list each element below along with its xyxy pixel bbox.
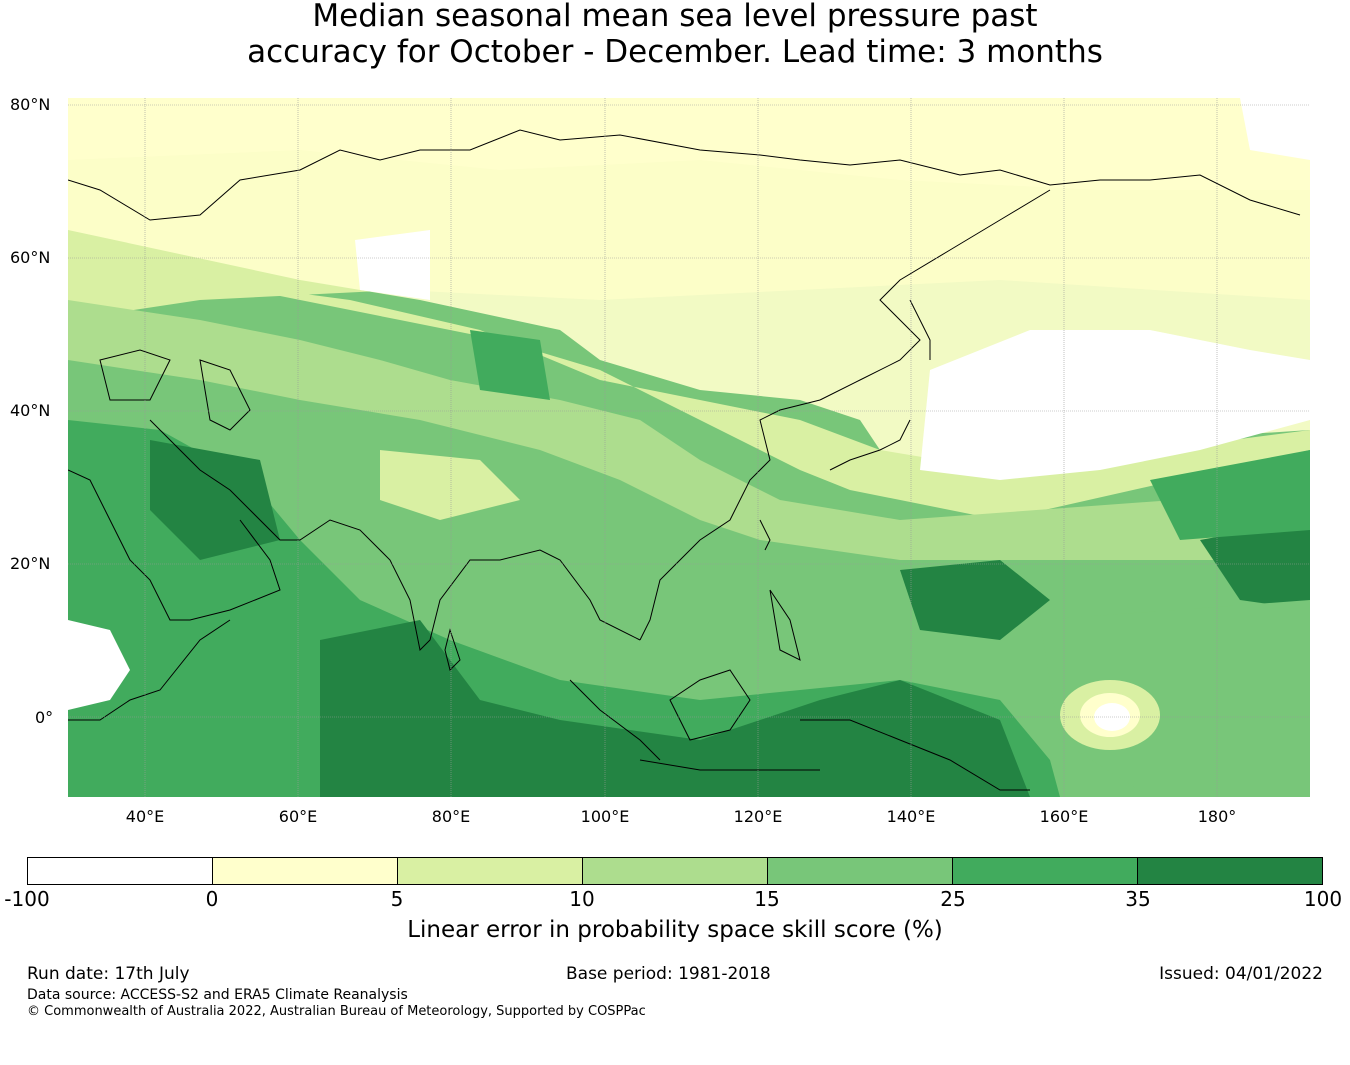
colorbar-tick: 0 bbox=[205, 887, 219, 911]
colorbar-tick: 35 bbox=[1125, 887, 1151, 911]
colorbar-tick: 5 bbox=[390, 887, 404, 911]
lat-label-40n: 40°N bbox=[10, 401, 51, 420]
lon-label-100e: 100°E bbox=[580, 807, 630, 826]
colorbar-segment bbox=[398, 858, 583, 884]
lon-label-40e: 40°E bbox=[125, 807, 165, 826]
graticule bbox=[68, 98, 1310, 797]
issued-date: Issued: 04/01/2022 bbox=[1159, 964, 1323, 984]
data-source: Data source: ACCESS-S2 and ERA5 Climate … bbox=[27, 987, 408, 1003]
colorbar-segment bbox=[213, 858, 398, 884]
colorbar-segment bbox=[1138, 858, 1322, 884]
lat-label-60n: 60°N bbox=[10, 248, 51, 267]
lon-label-60e: 60°E bbox=[278, 807, 318, 826]
colorbar-tick: 25 bbox=[940, 887, 966, 911]
map-area bbox=[68, 98, 1310, 797]
run-date: Run date: 17th July bbox=[27, 964, 190, 984]
lon-label-80e: 80°E bbox=[431, 807, 471, 826]
colorbar-tick: -100 bbox=[4, 887, 50, 911]
lat-label-0: 0° bbox=[35, 708, 54, 727]
skill-score-map bbox=[68, 98, 1310, 797]
lon-label-160e: 160°E bbox=[1039, 807, 1089, 826]
colorbar bbox=[27, 857, 1323, 885]
lat-label-80n: 80°N bbox=[10, 95, 51, 114]
coastlines bbox=[68, 129, 1301, 791]
copyright: © Commonwealth of Australia 2022, Austra… bbox=[27, 1004, 646, 1019]
chart-title-line-2: accuracy for October - December. Lead ti… bbox=[247, 34, 1103, 70]
colorbar-tick: 10 bbox=[569, 887, 595, 911]
lat-label-20n: 20°N bbox=[10, 554, 51, 573]
base-period: Base period: 1981-2018 bbox=[566, 964, 771, 984]
colorbar-label: Linear error in probability space skill … bbox=[407, 917, 943, 943]
colorbar-tick: 15 bbox=[754, 887, 780, 911]
colorbar-tick: 100 bbox=[1303, 887, 1343, 911]
colorbar-segment bbox=[583, 858, 768, 884]
lon-label-140e: 140°E bbox=[886, 807, 936, 826]
colorbar-segment bbox=[953, 858, 1138, 884]
chart-title-line-1: Median seasonal mean sea level pressure … bbox=[312, 0, 1038, 34]
skill-field bbox=[68, 98, 1310, 797]
lon-label-120e: 120°E bbox=[733, 807, 783, 826]
colorbar-segment bbox=[768, 858, 953, 884]
colorbar-segment bbox=[28, 858, 213, 884]
lon-label-180: 180° bbox=[1197, 807, 1237, 826]
